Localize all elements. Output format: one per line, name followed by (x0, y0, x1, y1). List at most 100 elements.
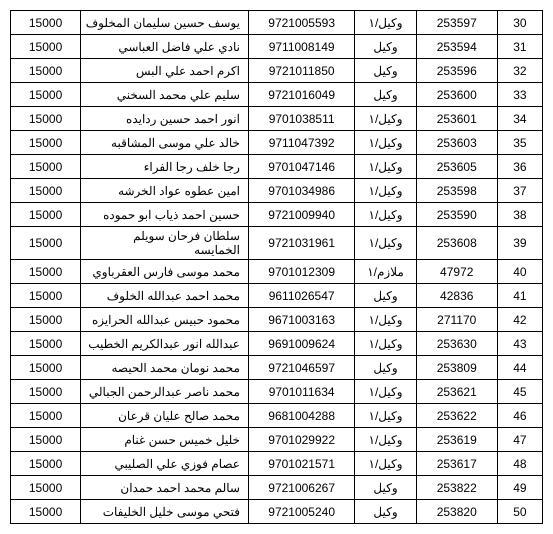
cell-num: 9721006267 (248, 476, 354, 500)
cell-rank: وكيل/١ (355, 404, 416, 428)
table-row: 39253608وكيل/١9721031961سلطان فرحان سويل… (11, 227, 543, 260)
cell-id: 253820 (416, 500, 497, 524)
cell-amt: 15000 (11, 452, 81, 476)
cell-name: سليم علي محمد السخني (81, 83, 249, 107)
cell-rank: وكيل/١ (355, 131, 416, 155)
cell-rank: وكيل/١ (355, 227, 416, 260)
cell-id: 253608 (416, 227, 497, 260)
cell-seq: 47 (497, 428, 542, 452)
cell-amt: 15000 (11, 500, 81, 524)
data-table: 30253597وكيل/١9721005593يوسف حسين سليمان… (10, 10, 543, 524)
cell-name: اكرم احمد علي البس (81, 59, 249, 83)
cell-rank: وكيل/١ (355, 155, 416, 179)
cell-id: 253598 (416, 179, 497, 203)
table-row: 4047972ملازم/١9701012309محمد موسى فارس ا… (11, 260, 543, 284)
table-row: 30253597وكيل/١9721005593يوسف حسين سليمان… (11, 11, 543, 35)
cell-id: 253601 (416, 107, 497, 131)
cell-amt: 15000 (11, 11, 81, 35)
cell-name: سلطان فرحان سويلم الخمايسه (81, 227, 249, 260)
cell-id: 253605 (416, 155, 497, 179)
cell-rank: وكيل (355, 83, 416, 107)
cell-num: 9721011850 (248, 59, 354, 83)
cell-amt: 15000 (11, 404, 81, 428)
cell-name: انور احمد حسين ردايده (81, 107, 249, 131)
cell-seq: 41 (497, 284, 542, 308)
cell-amt: 15000 (11, 203, 81, 227)
cell-seq: 49 (497, 476, 542, 500)
cell-num: 9701047146 (248, 155, 354, 179)
cell-num: 9671003163 (248, 308, 354, 332)
cell-seq: 33 (497, 83, 542, 107)
cell-id: 271170 (416, 308, 497, 332)
cell-amt: 15000 (11, 284, 81, 308)
cell-name: فتحي موسى خليل الخليفات (81, 500, 249, 524)
cell-name: محمد ناصر عبدالرحمن الجبالي (81, 380, 249, 404)
cell-rank: وكيل (355, 476, 416, 500)
cell-name: نادي علي فاضل العباسي (81, 35, 249, 59)
table-row: 37253598وكيل/١9701034986امين عطوه عواد ا… (11, 179, 543, 203)
cell-num: 9701029922 (248, 428, 354, 452)
cell-rank: وكيل/١ (355, 332, 416, 356)
cell-amt: 15000 (11, 227, 81, 260)
cell-rank: وكيل (355, 500, 416, 524)
cell-amt: 15000 (11, 260, 81, 284)
cell-rank: وكيل/١ (355, 380, 416, 404)
cell-amt: 15000 (11, 59, 81, 83)
table-row: 31253594وكيل9711008149نادي علي فاضل العب… (11, 35, 543, 59)
cell-name: عصام فوزي علي الصليبي (81, 452, 249, 476)
cell-name: حسين احمد ذياب ابو حموده (81, 203, 249, 227)
cell-id: 253621 (416, 380, 497, 404)
cell-name: رجا خلف رجا الفراء (81, 155, 249, 179)
cell-seq: 38 (497, 203, 542, 227)
cell-seq: 34 (497, 107, 542, 131)
cell-id: 253619 (416, 428, 497, 452)
cell-seq: 43 (497, 332, 542, 356)
cell-name: سالم محمد احمد حمدان (81, 476, 249, 500)
cell-seq: 31 (497, 35, 542, 59)
table-row: 38253590وكيل/١9721009940حسين احمد ذياب ا… (11, 203, 543, 227)
cell-num: 9721005593 (248, 11, 354, 35)
table-row: 32253596وكيل9721011850اكرم احمد علي البس… (11, 59, 543, 83)
cell-seq: 39 (497, 227, 542, 260)
table-row: 42271170وكيل/١9671003163محمود حبيس عبدال… (11, 308, 543, 332)
cell-rank: وكيل (355, 284, 416, 308)
cell-seq: 45 (497, 380, 542, 404)
cell-id: 253594 (416, 35, 497, 59)
cell-id: 253597 (416, 11, 497, 35)
table-row: 36253605وكيل/١9701047146رجا خلف رجا الفر… (11, 155, 543, 179)
cell-seq: 46 (497, 404, 542, 428)
cell-num: 9701021571 (248, 452, 354, 476)
cell-rank: وكيل/١ (355, 203, 416, 227)
cell-amt: 15000 (11, 107, 81, 131)
cell-amt: 15000 (11, 83, 81, 107)
cell-amt: 15000 (11, 155, 81, 179)
cell-seq: 36 (497, 155, 542, 179)
table-row: 4142836وكيل9611026547محمد احمد عبدالله ا… (11, 284, 543, 308)
cell-id: 253622 (416, 404, 497, 428)
cell-name: يوسف حسين سليمان المخلوف (81, 11, 249, 35)
cell-rank: وكيل/١ (355, 308, 416, 332)
cell-rank: وكيل/١ (355, 11, 416, 35)
cell-name: محمود حبيس عبدالله الحرايزه (81, 308, 249, 332)
cell-seq: 48 (497, 452, 542, 476)
cell-amt: 15000 (11, 428, 81, 452)
table-row: 47253619وكيل/١9701029922خليل خميس حسن غن… (11, 428, 543, 452)
cell-num: 9701034986 (248, 179, 354, 203)
cell-id: 253617 (416, 452, 497, 476)
table-row: 43253630وكيل/١9691009624عبدالله انور عبد… (11, 332, 543, 356)
cell-seq: 30 (497, 11, 542, 35)
cell-amt: 15000 (11, 332, 81, 356)
cell-num: 9721016049 (248, 83, 354, 107)
cell-name: محمد صالح عليان قرعان (81, 404, 249, 428)
cell-rank: وكيل/١ (355, 179, 416, 203)
cell-rank: وكيل/١ (355, 428, 416, 452)
cell-name: خليل خميس حسن غنام (81, 428, 249, 452)
cell-id: 253590 (416, 203, 497, 227)
cell-id: 253809 (416, 356, 497, 380)
cell-seq: 44 (497, 356, 542, 380)
table-row: 50253820وكيل9721005240فتحي موسى خليل الخ… (11, 500, 543, 524)
cell-name: امين عطوه عواد الخرشه (81, 179, 249, 203)
cell-name: خالد علي موسى المشاقبه (81, 131, 249, 155)
table-row: 33253600وكيل9721016049سليم علي محمد السخ… (11, 83, 543, 107)
cell-seq: 32 (497, 59, 542, 83)
